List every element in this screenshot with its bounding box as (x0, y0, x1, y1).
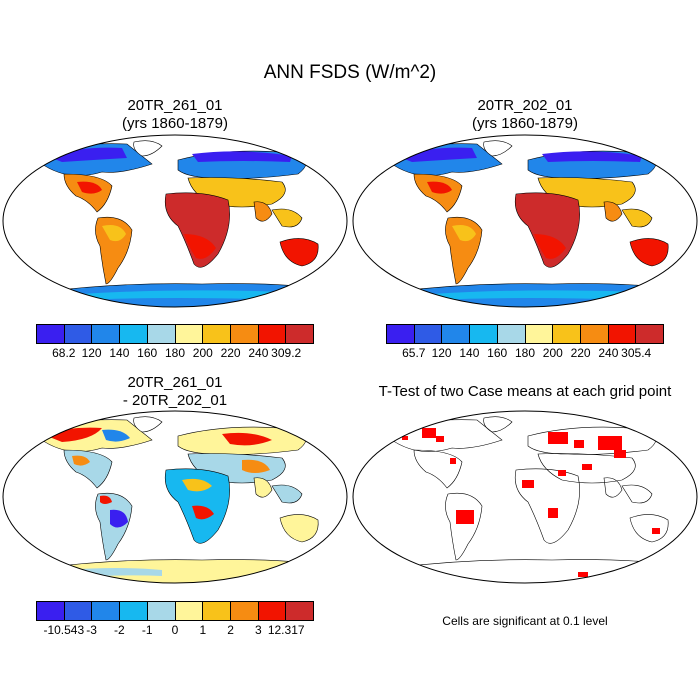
colorbar-swatch (92, 325, 121, 343)
figure-title: ANN FSDS (W/m^2) (263, 62, 437, 83)
colorbar-tick-label: -2 (114, 623, 125, 637)
colorbar-swatch (92, 602, 121, 620)
colorbar-swatch (120, 602, 148, 620)
colorbar-tick-label: 240 (598, 346, 619, 360)
colorbar-tick-label: 220 (220, 346, 241, 360)
colorbar-swatch (580, 325, 609, 343)
colorbar-case2-mean (386, 324, 664, 344)
colorbar-swatch (258, 602, 287, 620)
colorbar-tick-label: -10.543 (43, 623, 85, 637)
panel-title-line2: (yrs 1860-1879) (472, 115, 578, 132)
colorbar-swatch (525, 325, 554, 343)
panel-title-ttest: T-Test of two Case means at each grid po… (378, 383, 672, 400)
colorbar-swatch (230, 325, 259, 343)
colorbar-tick-label: 309.2 (271, 346, 302, 360)
map-case2-mean (352, 134, 698, 308)
colorbar-tick-label: 65.7 (402, 346, 426, 360)
colorbar-tick-label: 180 (164, 346, 186, 360)
colorbar-swatch (497, 325, 526, 343)
panel-title-top-left: 20TR_261_01 (yrs 1860-1879) (0, 97, 350, 133)
colorbar-swatch (120, 325, 148, 343)
map-ttest-significance (352, 410, 698, 584)
colorbar-swatch (230, 602, 259, 620)
colorbar-swatch (64, 325, 93, 343)
panel-title-line1: 20TR_202_01 (477, 97, 573, 114)
colorbar-swatch (636, 325, 664, 343)
map-case1-mean (2, 134, 348, 308)
colorbar-swatch (37, 325, 65, 343)
colorbar-tick-label: 200 (192, 346, 213, 360)
colorbar-swatch (286, 602, 314, 620)
colorbar-tick-label: 12.317 (267, 623, 305, 637)
colorbar-swatch (258, 325, 287, 343)
panel-title-line1: 20TR_261_01 (127, 97, 223, 114)
colorbar-swatch (64, 602, 93, 620)
colorbar-swatch (37, 602, 65, 620)
colorbar-tick-label: 305.4 (621, 346, 652, 360)
colorbar-swatch (553, 325, 581, 343)
colorbar-tick-label: 140 (109, 346, 130, 360)
colorbar-tick-label: 180 (514, 346, 536, 360)
panel-title-top-right: 20TR_202_01 (yrs 1860-1879) (350, 97, 700, 133)
colorbar-tick-label: 160 (487, 346, 508, 360)
colorbar-tick-label: 120 (431, 346, 452, 360)
colorbar-tick-label: 2 (227, 623, 234, 637)
colorbar-swatch (470, 325, 498, 343)
panel-title-bottom-left: 20TR_261_01 - 20TR_202_01 (0, 374, 350, 410)
colorbar-tick-label: 200 (542, 346, 563, 360)
colorbar-swatch (203, 325, 231, 343)
colorbar-tick-label: 220 (570, 346, 591, 360)
colorbar-tick-label: 160 (137, 346, 158, 360)
panel-title-line2: (yrs 1860-1879) (122, 115, 228, 132)
panel-title-line1: 20TR_261_01 (127, 374, 223, 391)
colorbar-tick-label: 0 (171, 623, 179, 637)
colorbar-swatch (286, 325, 314, 343)
colorbar-swatch (147, 325, 176, 343)
panel-title-line2: - 20TR_202_01 (122, 392, 228, 409)
map-difference (2, 410, 348, 584)
colorbar-tick-label: 140 (459, 346, 480, 360)
colorbar-swatch (175, 602, 204, 620)
colorbar-tick-label: -1 (141, 623, 153, 637)
colorbar-tick-label: 3 (255, 623, 262, 637)
colorbar-tick-label: 120 (81, 346, 102, 360)
colorbar-tick-label: 240 (248, 346, 269, 360)
colorbar-case1-mean (36, 324, 314, 344)
colorbar-swatch (414, 325, 443, 343)
colorbar-swatch (442, 325, 471, 343)
colorbar-swatch (203, 602, 231, 620)
colorbar-swatch (175, 325, 204, 343)
significance-note: Cells are significant at 0.1 level (442, 614, 608, 628)
colorbar-tick-label: 68.2 (52, 346, 76, 360)
colorbar-swatch (147, 602, 176, 620)
colorbar-swatch (387, 325, 415, 343)
colorbar-tick-label: -3 (86, 623, 97, 637)
colorbar-difference (36, 601, 314, 621)
colorbar-swatch (608, 325, 637, 343)
colorbar-tick-label: 1 (199, 623, 207, 637)
